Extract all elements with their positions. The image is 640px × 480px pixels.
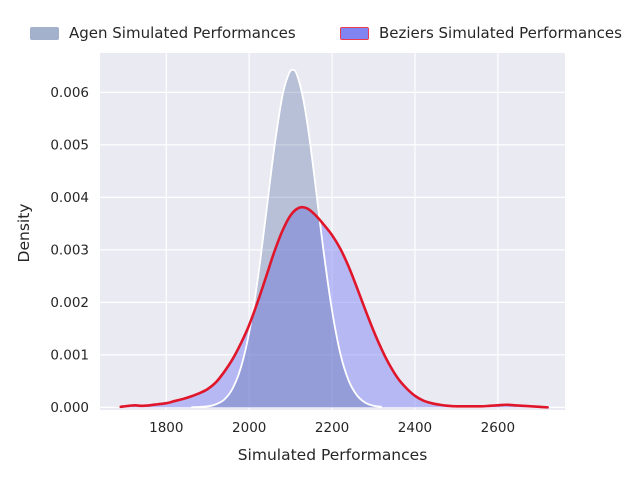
- x-tick-label: 2400: [398, 420, 432, 436]
- legend-label-agen: Agen Simulated Performances: [69, 24, 296, 42]
- y-tick-label: 0.004: [50, 190, 89, 206]
- legend-entry-beziers: Beziers Simulated Performances: [340, 24, 622, 42]
- kde-line-beziers: [119, 205, 549, 409]
- y-tick-label: 0.005: [50, 137, 89, 153]
- x-tick-label: 1800: [149, 420, 183, 436]
- legend: Agen Simulated Performances Beziers Simu…: [0, 0, 640, 50]
- legend-label-beziers: Beziers Simulated Performances: [379, 24, 622, 42]
- legend-patch-beziers: [340, 26, 369, 40]
- kde-line-agen: [191, 68, 382, 409]
- legend-patch-agen: [30, 26, 59, 40]
- legend-entry-agen: Agen Simulated Performances: [30, 24, 296, 42]
- x-tick-label: 2600: [481, 420, 515, 436]
- x-tick-label: 2200: [315, 420, 349, 436]
- y-axis-label: Density: [15, 203, 33, 263]
- y-tick-label: 0.001: [50, 347, 89, 363]
- y-tick-label: 0.003: [50, 242, 89, 258]
- y-tick-label: 0.002: [50, 295, 89, 311]
- x-axis-label: Simulated Performances: [237, 446, 428, 464]
- kde-area-beziers: [120, 207, 548, 408]
- y-tick-label: 0.000: [50, 400, 89, 416]
- x-tick-label: 2000: [232, 420, 266, 436]
- y-tick-label: 0.006: [50, 85, 89, 101]
